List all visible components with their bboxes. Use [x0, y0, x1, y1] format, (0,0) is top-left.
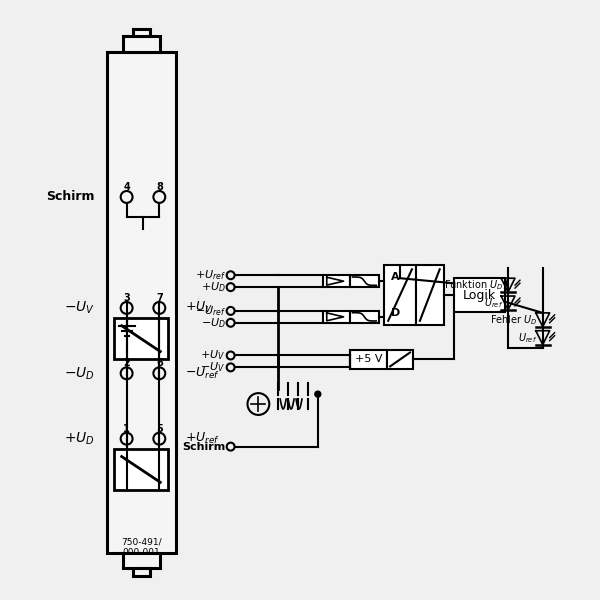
Text: $U_{ref}$: $U_{ref}$	[484, 296, 503, 310]
Text: $+U_V$: $+U_V$	[200, 349, 226, 362]
Text: $-U_D$: $-U_D$	[64, 365, 95, 382]
Text: $-U_{ref}$: $-U_{ref}$	[185, 366, 220, 381]
Text: $-U_{ref}$: $-U_{ref}$	[194, 304, 226, 318]
Bar	[350, 275, 379, 287]
Bar	[323, 275, 350, 287]
Text: 2: 2	[123, 358, 130, 368]
Text: 3: 3	[123, 293, 130, 303]
Circle shape	[315, 391, 321, 397]
Text: 1: 1	[123, 424, 130, 434]
Bar	[133, 29, 151, 37]
Text: $+U_{ref}$: $+U_{ref}$	[185, 431, 220, 446]
Bar	[133, 568, 151, 577]
Text: 8: 8	[156, 182, 163, 192]
Text: $+U_{ref}$: $+U_{ref}$	[194, 268, 226, 282]
Text: $+U_D$: $+U_D$	[64, 431, 95, 447]
Bar	[454, 278, 505, 312]
Text: $U_{ref}$: $U_{ref}$	[518, 331, 538, 344]
Bar	[350, 311, 379, 323]
Bar	[122, 553, 160, 568]
Bar	[114, 449, 168, 490]
Text: +5 V: +5 V	[355, 355, 382, 364]
Bar	[323, 311, 350, 323]
Text: $+U_V$: $+U_V$	[185, 301, 213, 316]
Text: $+U_D$: $+U_D$	[200, 280, 226, 294]
Text: Schirm: Schirm	[182, 442, 226, 452]
Bar	[416, 265, 443, 325]
Text: $-U_V$: $-U_V$	[200, 361, 226, 374]
Bar	[387, 350, 413, 370]
Text: A: A	[391, 272, 400, 282]
Bar	[384, 265, 416, 325]
Text: Funktion $U_D$: Funktion $U_D$	[444, 278, 503, 292]
Text: $-U_D$: $-U_D$	[200, 316, 226, 329]
Bar	[122, 37, 160, 52]
Text: Logik: Logik	[463, 289, 496, 302]
Bar	[107, 52, 176, 553]
Text: 5: 5	[156, 424, 163, 434]
Text: Schirm: Schirm	[46, 190, 95, 203]
Text: $-U_V$: $-U_V$	[64, 300, 95, 316]
Text: D: D	[391, 308, 400, 318]
Text: 7: 7	[156, 293, 163, 303]
Text: Fehler $U_D$: Fehler $U_D$	[490, 313, 538, 327]
Text: 4: 4	[123, 182, 130, 192]
Text: 750-491/
000-001: 750-491/ 000-001	[121, 538, 162, 557]
Bar	[350, 350, 387, 370]
Bar	[114, 318, 168, 359]
Text: 6: 6	[156, 358, 163, 368]
